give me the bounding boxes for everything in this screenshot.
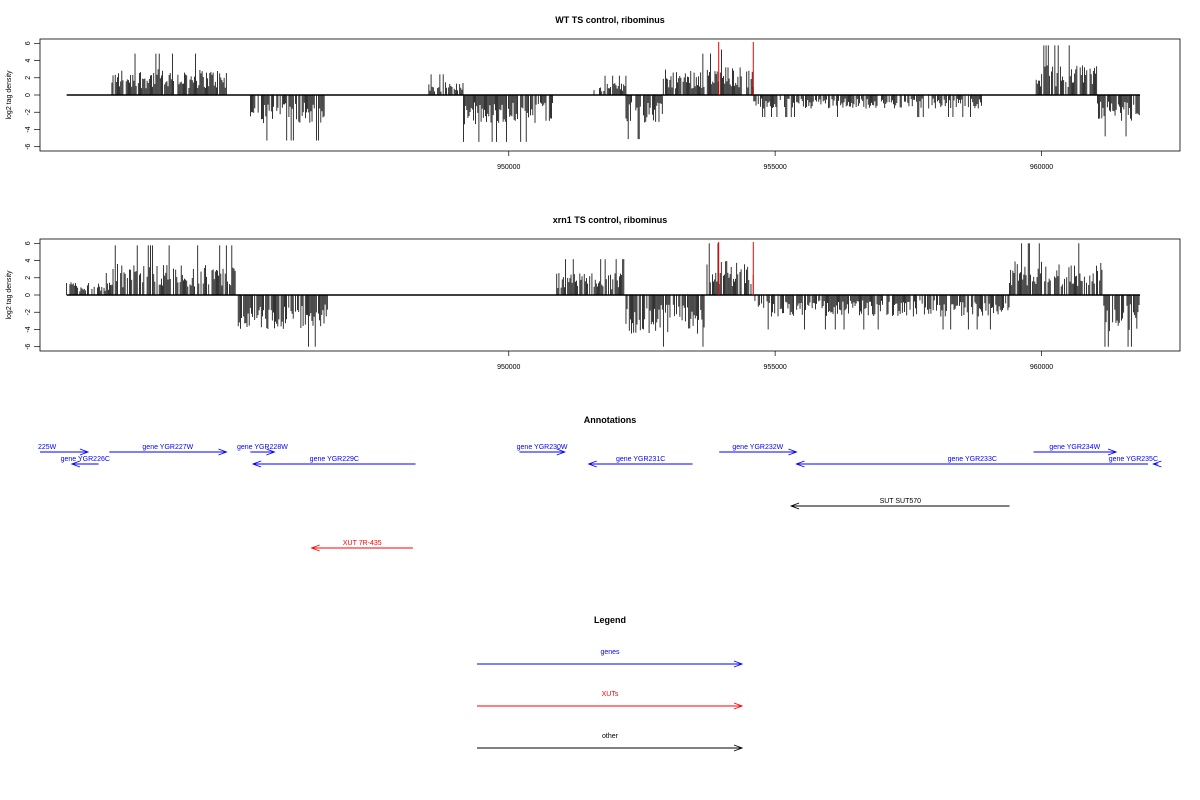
x-tick-label: 950000 xyxy=(497,164,520,171)
annotation-feature[interactable]: gene YGR228W xyxy=(237,444,288,456)
feature-label: 225W xyxy=(38,444,57,451)
arrowhead xyxy=(789,502,800,510)
annotation-feature[interactable]: gene YGR233C xyxy=(795,456,1149,468)
y-tick-label: 4 xyxy=(25,58,32,62)
y-tick-label: 4 xyxy=(25,258,32,262)
legend-items: genes XUTs other xyxy=(477,649,744,752)
annotation-feature[interactable]: gene YGR230W xyxy=(517,444,568,456)
y-axis-xrn1: -6 -4 -2 0 2 4 6 xyxy=(25,241,40,350)
density-bars-wt xyxy=(111,45,1140,142)
arrowhead xyxy=(70,460,81,468)
feature-label: gene YGR227W xyxy=(142,444,193,451)
annotation-feature[interactable]: gene YGR227W xyxy=(109,444,228,456)
region-markers-wt xyxy=(718,42,754,95)
feature-label: SUT SUT570 xyxy=(880,498,922,505)
x-axis-xrn1: 950000 955000 960000 xyxy=(497,351,1053,371)
legend-label: other xyxy=(602,733,619,740)
feature-label: XUT 7R-435 xyxy=(343,540,382,547)
y-tick-label: 0 xyxy=(25,93,32,97)
annotations-panel: Annotations 225W gene YGR226C gene YGR227W… xyxy=(38,415,1162,552)
y-tick-label: -2 xyxy=(25,309,32,315)
feature-label: gene YGR233C xyxy=(948,456,997,463)
arrowhead xyxy=(310,544,320,552)
legend-title: Legend xyxy=(594,615,626,625)
arrowhead xyxy=(587,460,597,468)
legend-item: genes xyxy=(477,649,744,668)
annotation-feature[interactable]: gene YGR229C xyxy=(251,456,416,468)
annotation-features: 225W gene YGR226C gene YGR227W gene YGR228W… xyxy=(38,444,1162,552)
x-tick-label: 955000 xyxy=(763,364,786,371)
annotation-feature[interactable]: gene YGR235C xyxy=(1109,456,1162,468)
arrowhead xyxy=(556,448,567,456)
feature-label: gene YGR229C xyxy=(310,456,359,463)
y-tick-label: 0 xyxy=(25,293,32,297)
annotation-feature[interactable]: XUT 7R-435 xyxy=(310,540,413,552)
panel-title-xrn1: xrn1 TS control, ribominus xyxy=(553,215,668,225)
feature-label: gene YGR235C xyxy=(1109,456,1158,463)
legend-label: XUTs xyxy=(602,691,619,698)
legend-arrowhead xyxy=(733,660,744,668)
arrowhead xyxy=(79,448,90,456)
arrowhead xyxy=(218,448,228,456)
legend-item: XUTs xyxy=(477,691,744,710)
y-tick-label: -2 xyxy=(25,109,32,115)
y-axis-wt: -6 -4 -2 0 2 4 6 xyxy=(25,41,40,150)
legend: Legend genes XUTs other xyxy=(477,615,744,752)
feature-label: gene YGR232W xyxy=(732,444,783,451)
annotation-feature[interactable]: gene YGR231C xyxy=(587,456,693,468)
feature-label: gene YGR234W xyxy=(1049,444,1100,451)
x-tick-label: 960000 xyxy=(1030,164,1053,171)
x-tick-label: 955000 xyxy=(763,164,786,171)
panel-title-wt: WT TS control, ribominus xyxy=(555,15,665,25)
y-axis-label-wt: log2 tag density xyxy=(6,70,13,120)
y-tick-label: 6 xyxy=(25,41,32,45)
feature-label: gene YGR228W xyxy=(237,444,288,451)
y-tick-label: -6 xyxy=(25,343,32,349)
annotation-feature[interactable]: SUT SUT570 xyxy=(789,498,1010,510)
track-panel-xrn1: xrn1 TS control, ribominus -6 -4 -2 0 2 4 6 95… xyxy=(6,215,1181,371)
feature-label: gene YGR231C xyxy=(616,456,665,463)
track-panel-wt: WT TS control, ribominus -6 -4 -2 0 2 4 6 9500… xyxy=(6,15,1181,171)
region-markers-xrn1 xyxy=(718,242,754,295)
arrowhead xyxy=(266,448,276,456)
arrowhead xyxy=(1152,460,1162,468)
arrowhead xyxy=(788,448,798,456)
annotations-title: Annotations xyxy=(584,415,637,425)
arrowhead xyxy=(1107,448,1118,456)
y-tick-label: -4 xyxy=(25,126,32,132)
y-tick-label: 2 xyxy=(25,76,32,80)
y-tick-label: 6 xyxy=(25,241,32,245)
legend-arrowhead xyxy=(733,702,744,710)
arrowhead xyxy=(251,460,262,468)
y-tick-label: 2 xyxy=(25,276,32,280)
annotation-feature[interactable]: gene YGR234W xyxy=(1033,444,1118,456)
feature-label: gene YGR230W xyxy=(517,444,568,451)
x-tick-label: 960000 xyxy=(1030,364,1053,371)
legend-label: genes xyxy=(600,649,620,656)
arrowhead xyxy=(795,460,805,468)
legend-arrowhead xyxy=(733,744,744,752)
x-tick-label: 950000 xyxy=(497,364,520,371)
annotation-feature[interactable]: 225W xyxy=(38,444,90,456)
y-tick-label: -4 xyxy=(25,326,32,332)
legend-item: other xyxy=(477,733,744,752)
annotation-feature[interactable]: gene YGR232W xyxy=(719,444,798,456)
feature-label: gene YGR226C xyxy=(61,456,110,463)
y-tick-label: -6 xyxy=(25,143,32,149)
x-axis-wt: 950000 955000 960000 xyxy=(497,151,1053,171)
y-axis-label-xrn1: log2 tag density xyxy=(6,270,13,320)
annotation-feature[interactable]: gene YGR226C xyxy=(61,456,110,468)
density-bars-xrn1 xyxy=(66,243,1140,347)
